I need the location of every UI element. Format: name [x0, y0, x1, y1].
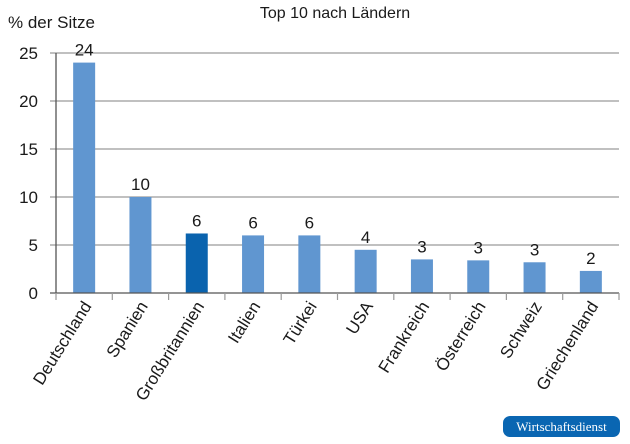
x-tick-label: Deutschland	[29, 298, 95, 388]
y-tick-label: 0	[29, 284, 38, 303]
x-tick-label: Österreich	[432, 298, 490, 375]
y-tick-label: 5	[29, 236, 38, 255]
x-tick-label: Schweiz	[496, 298, 546, 362]
x-tick-label: USA	[342, 298, 377, 338]
data-label: 3	[417, 237, 426, 256]
data-label: 4	[361, 228, 370, 247]
bar-frankreich	[410, 259, 433, 293]
bar-usa	[354, 249, 377, 293]
y-tick-label: 10	[19, 188, 38, 207]
data-label: 3	[530, 240, 539, 259]
bar-großbritannien	[185, 233, 208, 293]
data-label: 6	[248, 213, 257, 232]
x-tick-label: Spanien	[103, 298, 152, 361]
y-tick-label: 25	[19, 44, 38, 63]
bar-spanien	[129, 197, 152, 293]
x-tick-label: Frankreich	[375, 298, 434, 376]
x-tick-label: Italien	[224, 298, 264, 347]
x-tick-label: Türkei	[280, 298, 321, 348]
bar-deutschland	[73, 62, 96, 293]
data-label: 6	[192, 211, 201, 230]
source-badge: Wirtschaftsdienst	[503, 416, 620, 437]
y-axis-label: % der Sitze	[8, 13, 95, 32]
data-label: 6	[305, 213, 314, 232]
bar-türkei	[298, 235, 321, 293]
y-tick-label: 15	[19, 140, 38, 159]
bar-italien	[242, 235, 265, 293]
data-label: 10	[131, 175, 150, 194]
chart-title: Top 10 nach Ländern	[259, 5, 411, 22]
bar-griechenland	[579, 270, 602, 293]
bar-schweiz	[523, 262, 546, 293]
data-label: 3	[474, 238, 483, 257]
data-label: 2	[586, 249, 595, 268]
bar-österreich	[467, 260, 490, 293]
data-label: 24	[75, 41, 94, 60]
y-tick-label: 20	[19, 92, 38, 111]
